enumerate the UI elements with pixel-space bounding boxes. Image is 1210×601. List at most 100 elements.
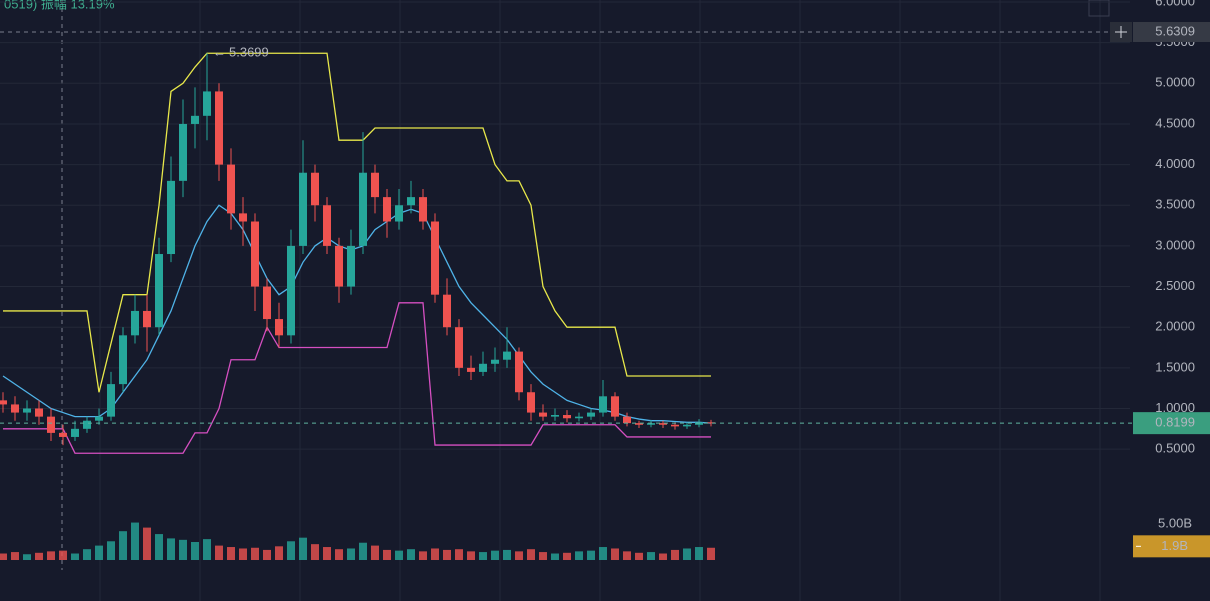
candle-body — [275, 319, 283, 336]
candle-body — [359, 172, 367, 246]
candle-body — [71, 428, 79, 437]
candle-body — [491, 359, 499, 364]
volume-bar — [455, 549, 463, 560]
candle-body — [575, 416, 583, 419]
volume-bar — [707, 547, 715, 560]
candle-body — [95, 416, 103, 421]
volume-bar — [59, 550, 67, 560]
y-tick-label: 1.0000 — [1155, 400, 1195, 415]
max-price-arrow: ← — [213, 45, 226, 60]
volume-bar — [311, 544, 319, 560]
candle-body — [671, 424, 679, 427]
candle-body — [239, 213, 247, 222]
max-price-label: 5.3699 — [229, 45, 269, 60]
candle-body — [647, 423, 655, 425]
candle-body — [419, 197, 427, 222]
volume-bar — [227, 547, 235, 560]
candle-body — [683, 424, 691, 427]
candle-body — [479, 363, 487, 372]
y-tick-label: 4.5000 — [1155, 115, 1195, 130]
volume-bar — [635, 552, 643, 560]
candle-body — [143, 310, 151, 328]
candle-body — [203, 91, 211, 116]
volume-bar — [611, 548, 619, 560]
candle-body — [227, 164, 235, 214]
candle-body — [395, 205, 403, 222]
candle-body — [443, 294, 451, 328]
last-price-label: 0.8199 — [1155, 415, 1195, 430]
volume-bar — [263, 549, 271, 560]
y-tick-label: 4.0000 — [1155, 156, 1195, 171]
volume-bar — [215, 545, 223, 560]
volume-bar — [479, 552, 487, 560]
candle-body — [587, 412, 595, 417]
volume-bar — [23, 554, 31, 560]
candle-body — [215, 91, 223, 165]
volume-tick-label: 5.00B — [1158, 515, 1192, 530]
volume-bar — [143, 527, 151, 560]
volume-bar — [71, 553, 79, 560]
volume-bar — [407, 549, 415, 560]
y-tick-label: 3.5000 — [1155, 197, 1195, 212]
volume-bar — [287, 541, 295, 560]
volume-bar — [395, 550, 403, 560]
crosshair-price-box — [1133, 22, 1210, 43]
volume-bar — [95, 545, 103, 560]
candle-body — [599, 396, 607, 413]
candle-body — [431, 221, 439, 295]
candle-body — [23, 408, 31, 413]
candle-body — [107, 384, 115, 417]
volume-bar — [515, 551, 523, 560]
candle-body — [263, 286, 271, 320]
candle-body — [515, 351, 523, 393]
indicator-line — [3, 52, 711, 393]
y-tick-label: 2.5000 — [1155, 278, 1195, 293]
candle-body — [467, 367, 475, 372]
volume-bar — [131, 522, 139, 560]
candle-body — [623, 416, 631, 424]
volume-bar — [695, 547, 703, 560]
candle-body — [179, 123, 187, 181]
volume-bar — [467, 551, 475, 560]
volume-bar — [203, 539, 211, 560]
y-tick-label: 5.0000 — [1155, 75, 1195, 90]
expand-button[interactable] — [1088, 0, 1110, 17]
candle-body — [335, 245, 343, 287]
volume-bar — [107, 541, 115, 560]
candle-body — [287, 245, 295, 336]
candle-body — [347, 245, 355, 287]
candle-body — [455, 327, 463, 368]
volume-bar — [191, 542, 199, 560]
candle-body — [11, 404, 19, 413]
last-volume-label: 1.9B — [1161, 538, 1188, 553]
candle-body — [191, 115, 199, 124]
y-tick-label: 1.5000 — [1155, 359, 1195, 374]
candle-body — [659, 423, 667, 425]
volume-bar — [83, 549, 91, 560]
volume-bar — [647, 552, 655, 560]
volume-bar — [119, 531, 127, 560]
volume-bar — [563, 552, 571, 560]
volume-bar — [359, 542, 367, 560]
candle-body — [47, 416, 55, 433]
candle-body — [383, 197, 391, 222]
volume-bar — [575, 551, 583, 560]
candle-body — [311, 172, 319, 206]
volume-bar — [443, 549, 451, 560]
volume-bar — [623, 551, 631, 560]
candle-body — [59, 432, 67, 437]
volume-bar — [239, 548, 247, 560]
candle-body — [635, 423, 643, 425]
y-tick-label: 0.5000 — [1155, 441, 1195, 456]
volume-bar — [11, 552, 19, 560]
volume-bar — [167, 538, 175, 560]
volume-bar — [527, 549, 535, 560]
volume-bar — [323, 547, 331, 560]
candle-body — [551, 415, 559, 417]
volume-bar — [503, 549, 511, 560]
candle-body — [35, 408, 43, 417]
indicator-line — [2, 204, 712, 424]
crosshair-plus[interactable] — [1115, 26, 1127, 39]
